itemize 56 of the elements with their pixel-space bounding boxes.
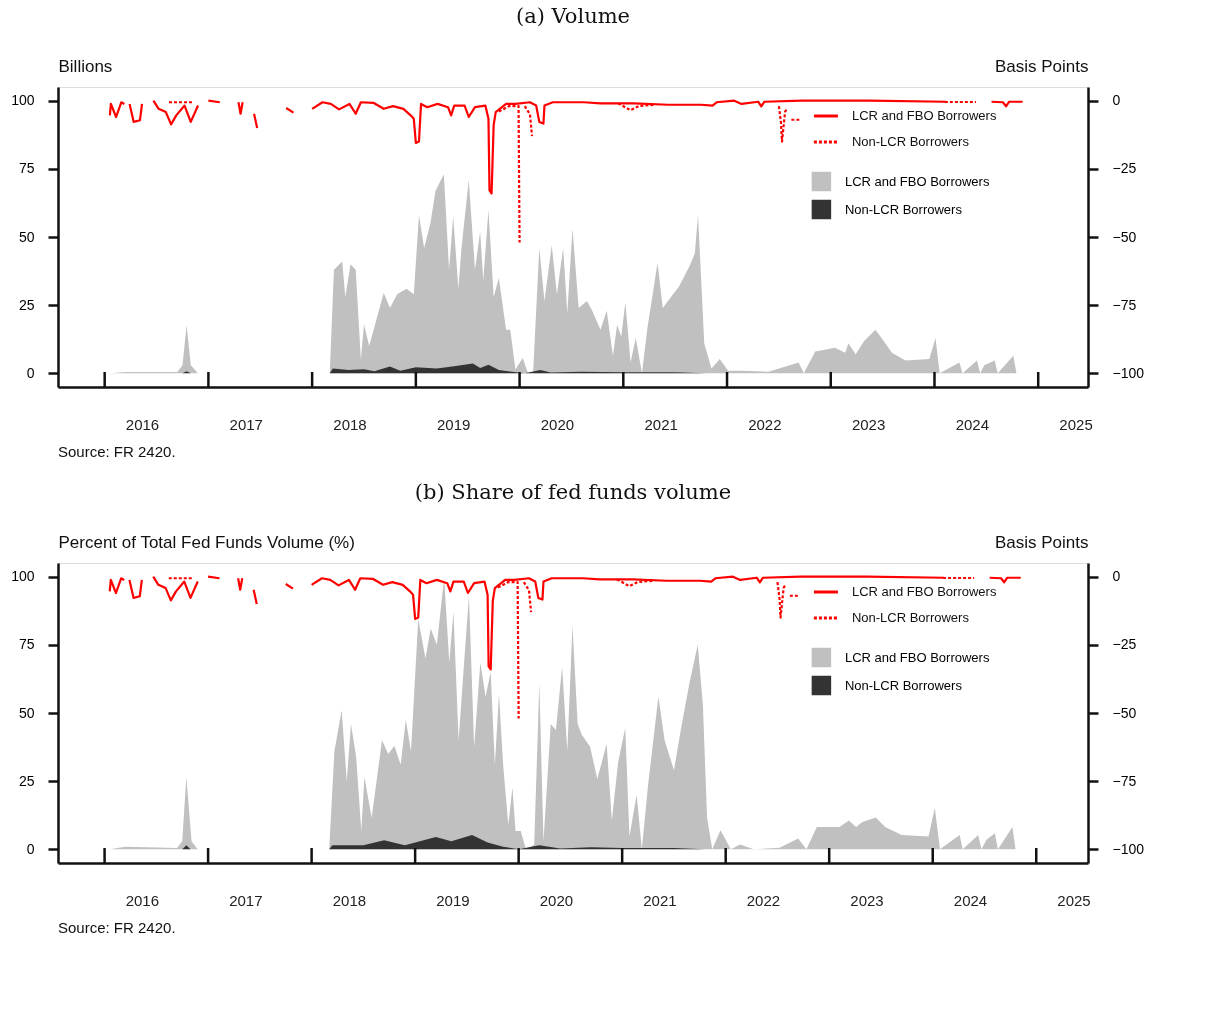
x-tick-label: 2019 — [437, 415, 471, 433]
x-tick-label: 2020 — [540, 415, 575, 433]
y2-axis-title: Basis Points — [994, 56, 1089, 76]
legend-label: Non-LCR Borrowers — [844, 201, 963, 217]
x-tick-label: 2024 — [955, 415, 990, 433]
y-tick-label: 100 — [11, 92, 35, 109]
y2-tick-label: −25 — [1112, 160, 1137, 177]
x-tick-label: 2018 — [332, 891, 367, 909]
x-tick-label: 2024 — [953, 891, 988, 909]
x-tick-label: 2016 — [125, 891, 160, 909]
legend-label: LCR and FBO Borrowers — [844, 649, 990, 665]
x-tick-label: 2025 — [1059, 415, 1093, 433]
x-tick-label: 2023 — [850, 891, 884, 909]
y-tick-label: 50 — [18, 228, 35, 245]
y-tick-label: 0 — [26, 840, 35, 857]
x-tick-label: 2017 — [229, 891, 263, 909]
x-tick-label: 2022 — [746, 891, 781, 909]
y-axis-title: Percent of Total Fed Funds Volume (%) — [58, 532, 355, 552]
x-tick-label: 2025 — [1057, 891, 1091, 909]
y2-axis-title: Basis Points — [994, 532, 1089, 552]
legend-label: Non-LCR Borrowers — [844, 677, 963, 693]
x-tick-label: 2021 — [644, 415, 678, 433]
y2-tick-label: −25 — [1112, 636, 1137, 653]
x-tick-label: 2017 — [229, 415, 263, 433]
y2-tick-label: −50 — [1112, 228, 1137, 245]
y-axis-title: Billions — [58, 56, 113, 76]
x-tick-label: 2019 — [436, 891, 470, 909]
legend-label: LCR and FBO Borrowers — [844, 173, 990, 189]
y2-tick-label: 0 — [1112, 92, 1121, 109]
x-tick-label: 2016 — [125, 415, 160, 433]
y-tick-label: 75 — [18, 636, 35, 653]
y-tick-label: 50 — [18, 704, 35, 721]
x-tick-label: 2020 — [539, 891, 574, 909]
x-tick-label: 2021 — [643, 891, 677, 909]
y-tick-label: 0 — [26, 364, 35, 381]
legend-label: LCR and FBO Borrowers — [851, 584, 997, 599]
chart-title: (b) Share of fed funds volume — [414, 480, 732, 504]
legend-label: LCR and FBO Borrowers — [851, 108, 997, 123]
y2-tick-label: −75 — [1112, 296, 1137, 313]
chart-title: (a) Volume — [515, 4, 631, 28]
x-tick-label: 2023 — [851, 415, 886, 433]
y2-tick-label: −75 — [1112, 772, 1137, 789]
y2-tick-label: 0 — [1112, 568, 1121, 585]
legend-label: Non-LCR Borrowers — [851, 134, 970, 149]
y-tick-label: 75 — [18, 160, 35, 177]
legend-label: Non-LCR Borrowers — [851, 610, 970, 625]
y2-tick-label: −50 — [1112, 704, 1137, 721]
x-tick-label: 2018 — [333, 415, 367, 433]
x-tick-label: 2022 — [748, 415, 782, 433]
source-note: Source: FR 2420. — [58, 919, 176, 936]
y-tick-label: 25 — [18, 296, 35, 313]
y2-tick-label: −100 — [1112, 840, 1145, 857]
y2-tick-label: −100 — [1112, 364, 1145, 381]
source-note: Source: FR 2420. — [58, 443, 176, 460]
y-tick-label: 25 — [18, 772, 35, 789]
y-tick-label: 100 — [11, 568, 35, 585]
